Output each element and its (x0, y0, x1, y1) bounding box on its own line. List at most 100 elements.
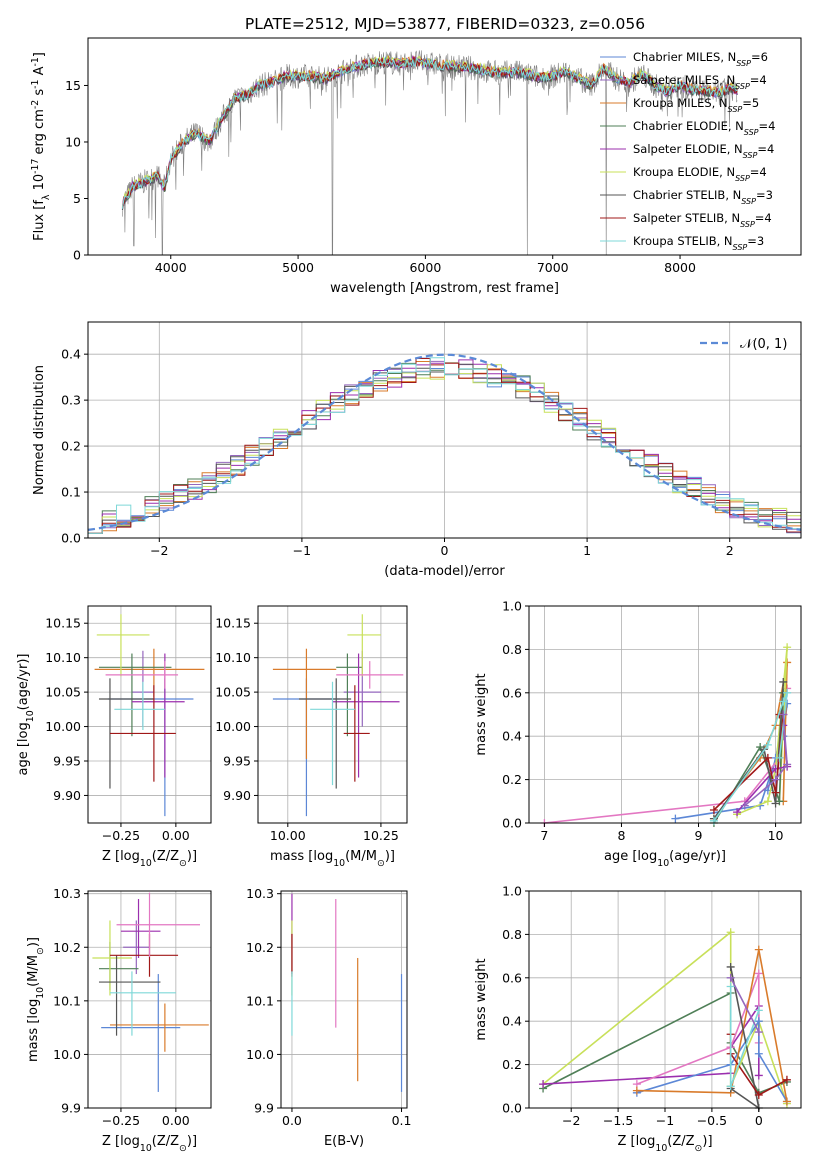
y-axis-label: mass weight (474, 673, 489, 755)
errorbar-point (109, 1003, 209, 1052)
y-tick-label: 10.1 (53, 993, 81, 1008)
y-tick-label: 0.6 (502, 970, 522, 985)
y-tick-label: 10.2 (246, 940, 274, 955)
weight-marker (763, 797, 772, 806)
y-tick-label: 9.95 (223, 754, 251, 769)
y-tick-label: 0.8 (502, 642, 522, 657)
y-tick-label: 9.90 (223, 788, 251, 803)
x-tick-label: 0 (441, 543, 449, 558)
y-tick-label: 10.10 (45, 650, 81, 665)
weight-marker (783, 760, 792, 769)
errorbar-point (336, 661, 404, 689)
y-axis-label: mass [log10(M/M⊙)] (26, 937, 46, 1062)
weight-line (544, 688, 788, 824)
errorbar-point (105, 661, 179, 689)
x-tick-label: 8000 (664, 260, 696, 275)
y-tick-label: 10.2 (53, 940, 81, 955)
weight-marker (726, 982, 735, 991)
errorbar-point (98, 653, 172, 737)
x-tick-label: −2 (150, 543, 168, 558)
x-tick-label: 0.0 (282, 1113, 302, 1128)
legend-entry: Kroupa STELIB, NSSP=3 (633, 234, 764, 252)
plot-area (92, 892, 209, 1092)
axes-frame (87, 605, 212, 824)
panel-age_vs_Z: −0.25 0.00 9.90 9.95 10.00 10.05 10.10 10.15 Z [… (16, 605, 212, 869)
plot-area (272, 614, 404, 817)
plot-area (540, 643, 792, 827)
plot-area (94, 614, 205, 817)
plot-area (291, 893, 403, 1092)
legend-entry: Salpeter MILES, NSSP=4 (633, 73, 767, 91)
y-tick-label: 0.8 (502, 927, 522, 942)
y-tick-label: 15 (65, 78, 81, 93)
errorbar-point (96, 614, 150, 677)
errorbar-point (98, 941, 139, 991)
observed-spectrum-line (122, 50, 738, 255)
weight-marker (539, 1080, 548, 1089)
y-tick-label: 10.0 (246, 1047, 274, 1062)
weight-marker (733, 808, 742, 817)
y-tick-label: 0.3 (61, 393, 81, 408)
weight-marker (771, 799, 780, 808)
panel-mass_vs_Z: −0.25 0.00 9.9 10.0 10.1 10.2 10.3 Z [log10(Z/Z… (26, 886, 212, 1154)
x-tick-label: −1.5 (603, 1113, 633, 1128)
weight-marker (782, 1075, 791, 1084)
weight-marker (783, 643, 792, 652)
legend-entry: Kroupa ELODIE, NSSP=4 (633, 165, 767, 183)
y-tick-label: 0.4 (502, 729, 522, 744)
errorbar-point (94, 648, 205, 697)
x-axis-label: wavelength [Angstrom, rest frame] (330, 281, 559, 296)
panel-weight_vs_age: 7 8 9 10 0.0 0.2 0.4 0.6 0.8 1.0 age [log10(age/yr… (474, 599, 802, 869)
weight-line (713, 681, 785, 820)
y-axis-label: Flux [fλ 10-17 erg cm-2 s-1 A-1] (30, 52, 52, 241)
weight-marker (726, 962, 735, 971)
y-tick-label: 9.95 (53, 754, 81, 769)
x-tick-label: 10.00 (270, 828, 306, 843)
weight-marker (779, 710, 788, 719)
axes-frame (280, 890, 408, 1109)
y-tick-label: 0.1 (61, 485, 81, 500)
weight-marker (726, 928, 735, 937)
weight-marker (771, 788, 780, 797)
normal-curve (87, 353, 802, 531)
errorbar-point (336, 653, 363, 737)
weight-marker (763, 753, 772, 762)
x-tick-label: −1 (656, 1113, 674, 1128)
x-tick-label: 2 (726, 543, 734, 558)
y-axis-label: mass weight (474, 958, 489, 1040)
axes-frame (528, 605, 802, 824)
weight-marker (754, 1049, 763, 1058)
y-tick-label: 10.1 (246, 993, 274, 1008)
weight-marker (754, 1090, 763, 1099)
x-tick-label: −0.25 (102, 828, 140, 843)
y-tick-label: 0.6 (502, 685, 522, 700)
errorbar-point (131, 653, 185, 778)
x-axis-label: Z [log10(Z/Z⊙)] (102, 849, 197, 869)
y-tick-label: 0.2 (502, 772, 522, 787)
x-tick-label: 5000 (282, 260, 314, 275)
y-tick-label: 10.05 (215, 685, 251, 700)
legend-entry: Chabrier MILES, NSSP=6 (633, 50, 768, 68)
x-axis-label: age [log10(age/yr)] (604, 849, 726, 869)
weight-marker (754, 969, 763, 978)
errorbar-point (114, 681, 165, 730)
y-tick-label: 1.0 (502, 599, 522, 614)
y-tick-label: 0.4 (61, 347, 81, 362)
y-tick-label: 9.9 (254, 1101, 274, 1116)
panel-spectrum: Chabrier MILES, NSSP=6 Salpeter MILES, NS… (30, 37, 802, 296)
model-line-kroupa-stelib (121, 57, 738, 209)
weight-marker (775, 753, 784, 762)
errorbar-point (298, 678, 352, 789)
y-axis-label: Normed distribution (32, 365, 47, 495)
weight-marker (754, 1071, 763, 1080)
legend-entry: Salpeter STELIB, NSSP=4 (633, 211, 772, 229)
weight-marker (771, 775, 780, 784)
legend-entry: Kroupa MILES, NSSP=5 (633, 96, 759, 114)
x-tick-label: 6000 (409, 260, 441, 275)
panel-residuals: 𝒩(0, 1) −2 −1 0 1 2 0.0 0.1 0.2 0.3 0.4 (data-model… (32, 321, 802, 579)
errorbar-point (109, 971, 176, 1036)
x-tick-label: 10.25 (363, 828, 399, 843)
panel-age_vs_mass: 10.00 10.25 9.90 9.95 10.00 10.05 10.10 10.15 ma… (215, 605, 408, 869)
weight-marker (754, 1028, 763, 1037)
y-tick-label: 0.0 (61, 531, 81, 546)
